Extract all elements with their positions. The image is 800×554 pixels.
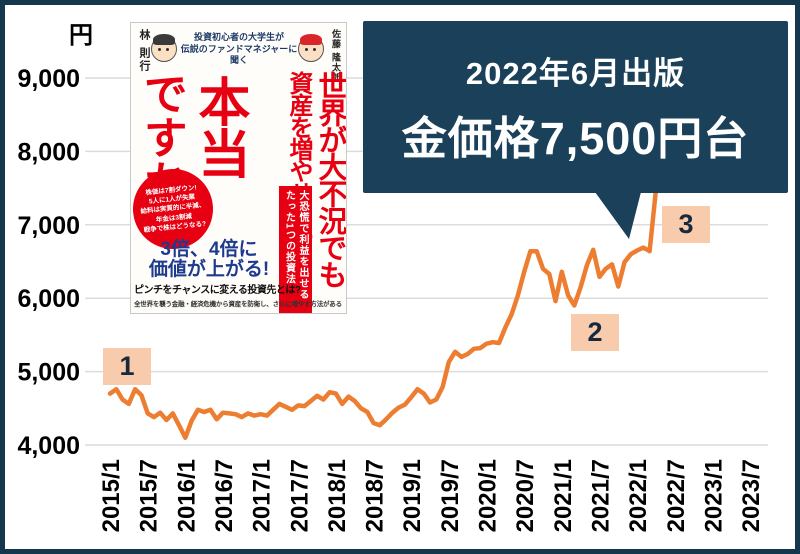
marker-badge-1: 1 (103, 348, 151, 385)
x-tick-label: 2016/1 (173, 459, 200, 532)
x-tick-label: 2020/7 (512, 459, 539, 532)
x-tick-label: 2019/7 (437, 459, 464, 532)
marker-badge-2: 2 (571, 314, 619, 351)
mentor-face-icon (151, 34, 177, 62)
y-tick-label: 5,000 (17, 359, 80, 387)
y-tick-label: 6,000 (17, 285, 80, 313)
callout-gold-price: 金価格7,500円台 (401, 112, 750, 164)
x-tick-label: 2023/7 (738, 459, 765, 532)
x-tick-label: 2021/1 (550, 459, 577, 532)
book-blue-title: 3倍、4倍に 価値が上がる! (133, 240, 285, 280)
y-tick-label: 9,000 (17, 65, 80, 93)
marker-badge-3: 3 (662, 206, 710, 243)
book-red-band: 大恐慌で利益を出せる たった1つの投資法 (279, 186, 312, 313)
gold-price-chart: 4,000 5,000 6,000 7,000 8,000 9,000 円 2015/1 201… (17, 22, 768, 532)
book-title-main: 本当 (190, 75, 248, 179)
x-tick-label: 2022/7 (663, 459, 690, 532)
book-blue-line1: 3倍、4倍に (160, 239, 258, 261)
x-tick-label: 2019/1 (399, 459, 426, 532)
x-tick-label: 2016/7 (211, 459, 238, 532)
x-tick-label: 2017/7 (286, 459, 313, 532)
book-pinch-line: ピンチをチャンスに変える投資先とは? (134, 285, 301, 296)
x-tick-label: 2021/7 (587, 459, 614, 532)
x-tick-label: 2015/7 (136, 459, 163, 532)
x-tick-label: 2018/1 (324, 459, 351, 532)
y-tick-label: 4,000 (17, 432, 80, 460)
x-tick-label: 2022/1 (625, 459, 652, 532)
y-axis-unit-label: 円 (69, 22, 93, 49)
book-tagline: 投資初心者の大学生が 伝説のファンドマネジャーに 聞く (180, 32, 298, 66)
callout-bubble: 2022年6月出版 金価格7,500円台 (363, 21, 788, 193)
gold-price-line (107, 188, 659, 440)
book-author-left: 林 則行 (138, 29, 150, 74)
book-blue-line2: 価値が上がる! (148, 259, 270, 281)
y-tick-label: 7,000 (17, 212, 80, 240)
x-tick-label: 2017/1 (249, 459, 276, 532)
y-tick-label: 8,000 (17, 138, 80, 166)
x-tick-label: 2018/7 (362, 459, 389, 532)
book-title-col1: 世界が大不況でも (314, 71, 346, 287)
x-tick-label: 2015/1 (98, 459, 125, 532)
x-tick-label: 2020/1 (475, 459, 502, 532)
book-author-right: 佐藤 隆太郎 (331, 29, 341, 83)
callout-pointer (595, 192, 641, 239)
book-bottom-note: 全世界を襲う金融・経済危機から資産を防衛し、さらに増やす方法がある (134, 301, 342, 308)
x-tick-label: 2023/1 (700, 459, 727, 532)
book-cover: 林 則行 投資初心者の大学生が 伝説のファンドマネジャーに 聞く 佐藤 隆太郎 … (130, 22, 347, 314)
student-face-icon (298, 34, 324, 62)
callout-publish-date: 2022年6月出版 (465, 55, 686, 91)
